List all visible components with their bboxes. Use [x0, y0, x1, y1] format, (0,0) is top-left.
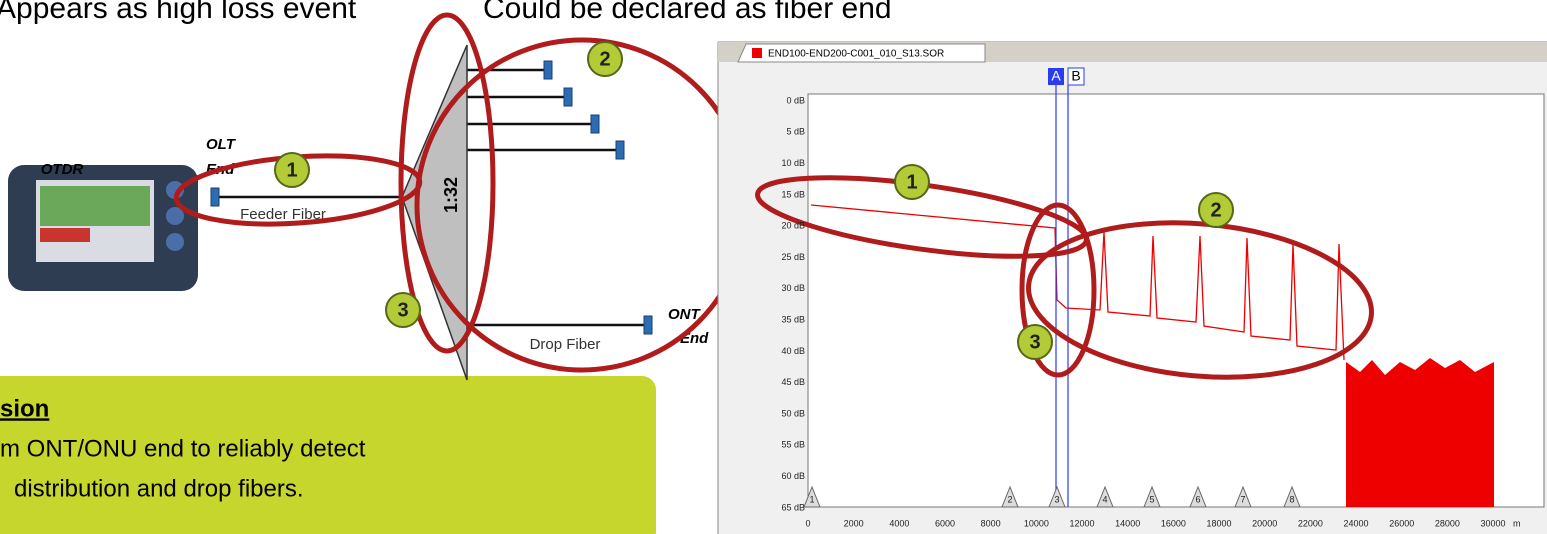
event-marker: [1283, 485, 1301, 508]
y-tick-label: 30 dB: [781, 283, 805, 293]
event-marker: [1096, 485, 1114, 508]
event-marker: [1048, 485, 1066, 508]
x-tick-label: 14000: [1115, 518, 1140, 528]
tab: [737, 43, 986, 63]
callout: 2: [1198, 192, 1234, 228]
x-tick-label: 22000: [1298, 518, 1323, 528]
trace-line: [810, 204, 1345, 361]
x-tick-label: 24000: [1344, 518, 1369, 528]
event-marker: [1234, 485, 1252, 508]
y-tick-label: 35 dB: [781, 314, 805, 324]
x-tick-label: 12000: [1070, 518, 1095, 528]
svg-text:3: 3: [1029, 331, 1040, 353]
callout: 1: [274, 152, 310, 188]
svg-text:1: 1: [906, 171, 917, 193]
connectors: [210, 60, 653, 335]
header-left: Appears as high loss event: [0, 0, 357, 25]
tab-swatch: [752, 48, 762, 58]
callout: 3: [385, 292, 421, 328]
y-tick-label: 20 dB: [781, 221, 805, 231]
y-tick-label: 45 dB: [781, 377, 805, 387]
y-tick-label: 60 dB: [781, 471, 805, 481]
svg-text:3: 3: [397, 299, 408, 321]
y-tick-label: 10 dB: [781, 158, 805, 168]
y-tick-label: 40 dB: [781, 346, 805, 356]
y-tick-label: 55 dB: [781, 440, 805, 450]
cursors: [1055, 85, 1069, 507]
callout: 3: [1017, 324, 1053, 360]
event-label: 3: [1054, 494, 1059, 504]
x-tick-label: 30000: [1481, 518, 1506, 528]
conclusion-line: m ONT/ONU end to reliably detect: [0, 435, 366, 462]
splitter: [401, 44, 468, 381]
x-tick-label: 16000: [1161, 518, 1186, 528]
cursor-label: B: [1071, 68, 1080, 84]
splitter-label: 1:32: [441, 177, 461, 213]
feeder-label: Feeder Fiber: [240, 206, 326, 223]
x-tick-label: 20000: [1252, 518, 1277, 528]
y-tick-label: 50 dB: [781, 408, 805, 418]
x-tick-label: 26000: [1389, 518, 1414, 528]
header-right: Could be declared as fiber end: [483, 0, 892, 25]
event-marker: [803, 485, 821, 508]
device-label: OTDR: [41, 161, 84, 178]
event-label: 7: [1240, 494, 1245, 504]
x-tick-label: 4000: [889, 518, 909, 528]
event-label: 6: [1195, 494, 1200, 504]
x-tick-label: 8000: [981, 518, 1001, 528]
event-label: 8: [1289, 494, 1294, 504]
cursor-label: A: [1051, 68, 1061, 84]
x-unit: m: [1513, 518, 1521, 528]
svg-text:2: 2: [1210, 199, 1221, 221]
olt-label: OLT: [206, 136, 237, 153]
x-tick-label: 2000: [844, 518, 864, 528]
event-label: 1: [809, 494, 814, 504]
trace-noise: [1346, 358, 1494, 507]
callout: 1: [894, 164, 930, 200]
drop-label: Drop Fiber: [530, 336, 601, 353]
conclusion-title: sion: [0, 395, 49, 422]
y-tick-label: 15 dB: [781, 189, 805, 199]
otdr-device: [8, 165, 198, 291]
conclusion-box: [0, 376, 656, 534]
event-marker: [1001, 485, 1019, 508]
callout: 2: [587, 41, 623, 77]
x-tick-label: 28000: [1435, 518, 1460, 528]
x-tick-label: 0: [805, 518, 810, 528]
conclusion-line: distribution and drop fibers.: [14, 475, 304, 502]
cursor-a-box[interactable]: [1048, 68, 1064, 85]
x-tick-label: 6000: [935, 518, 955, 528]
svg-text:2: 2: [599, 48, 610, 70]
event-label: 2: [1007, 494, 1012, 504]
event-label: 5: [1149, 494, 1154, 504]
y-tick-label: 65 dB: [781, 502, 805, 512]
x-tick-label: 18000: [1207, 518, 1232, 528]
x-tick-label: 10000: [1024, 518, 1049, 528]
y-tick-label: 0 dB: [786, 95, 805, 105]
tab-label[interactable]: END100-END200-C001_010_S13.SOR: [768, 49, 944, 60]
y-tick-label: 25 dB: [781, 252, 805, 262]
ont-label: ONT: [668, 306, 702, 323]
event-label: 4: [1102, 494, 1107, 504]
svg-text:1: 1: [286, 159, 297, 181]
event-marker: [1189, 485, 1207, 508]
event-marker: [1143, 485, 1161, 508]
cursor-b-box[interactable]: [1067, 67, 1085, 86]
y-tick-label: 5 dB: [786, 127, 805, 137]
